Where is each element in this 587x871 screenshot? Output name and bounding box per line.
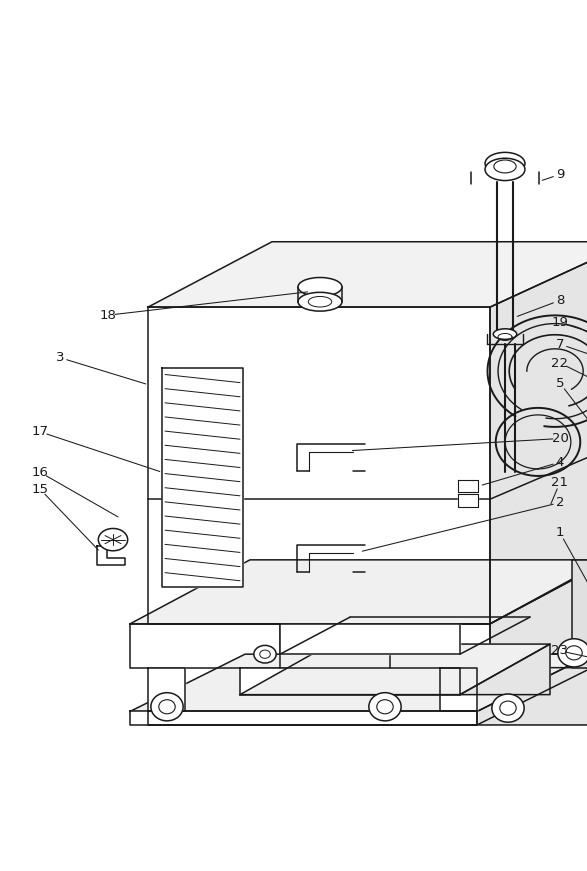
- Polygon shape: [460, 644, 550, 695]
- Ellipse shape: [558, 638, 587, 667]
- Ellipse shape: [494, 160, 516, 173]
- Text: 19: 19: [552, 316, 568, 329]
- Polygon shape: [130, 712, 477, 725]
- Ellipse shape: [254, 645, 276, 663]
- Text: 22: 22: [552, 356, 568, 369]
- Polygon shape: [148, 668, 185, 712]
- Polygon shape: [130, 560, 587, 624]
- Text: 15: 15: [32, 483, 49, 496]
- Polygon shape: [572, 560, 587, 668]
- Polygon shape: [458, 480, 478, 492]
- Text: 18: 18: [100, 308, 116, 321]
- Ellipse shape: [298, 278, 342, 296]
- Polygon shape: [490, 560, 587, 668]
- Polygon shape: [440, 668, 477, 712]
- Text: 17: 17: [32, 425, 49, 438]
- Ellipse shape: [500, 701, 516, 715]
- Polygon shape: [280, 624, 460, 654]
- Text: 1: 1: [556, 526, 564, 539]
- Text: 21: 21: [552, 476, 568, 489]
- Polygon shape: [240, 668, 460, 695]
- Polygon shape: [240, 644, 550, 695]
- Polygon shape: [162, 368, 243, 587]
- Ellipse shape: [369, 692, 401, 721]
- Ellipse shape: [485, 152, 525, 175]
- Ellipse shape: [566, 645, 582, 660]
- Text: 8: 8: [556, 294, 564, 307]
- Ellipse shape: [308, 296, 332, 307]
- Text: 7: 7: [556, 338, 564, 351]
- Polygon shape: [148, 712, 477, 725]
- Polygon shape: [477, 654, 587, 725]
- Ellipse shape: [298, 293, 342, 311]
- Text: 3: 3: [56, 351, 64, 364]
- Polygon shape: [130, 624, 490, 668]
- Ellipse shape: [492, 694, 524, 722]
- Ellipse shape: [151, 692, 183, 721]
- Text: 2: 2: [556, 496, 564, 509]
- Ellipse shape: [99, 529, 128, 550]
- Ellipse shape: [259, 650, 270, 658]
- Text: 9: 9: [556, 168, 564, 181]
- Polygon shape: [458, 495, 478, 507]
- Text: 5: 5: [556, 377, 564, 389]
- Text: 23: 23: [552, 645, 568, 658]
- Ellipse shape: [158, 699, 175, 714]
- Text: 16: 16: [32, 466, 49, 479]
- Polygon shape: [490, 242, 587, 624]
- Text: 20: 20: [552, 432, 568, 445]
- Text: 4: 4: [556, 456, 564, 469]
- Polygon shape: [148, 307, 490, 624]
- Ellipse shape: [485, 159, 525, 180]
- Ellipse shape: [493, 328, 517, 340]
- Polygon shape: [130, 654, 587, 712]
- Ellipse shape: [377, 699, 393, 714]
- Polygon shape: [97, 546, 125, 565]
- Polygon shape: [148, 242, 587, 307]
